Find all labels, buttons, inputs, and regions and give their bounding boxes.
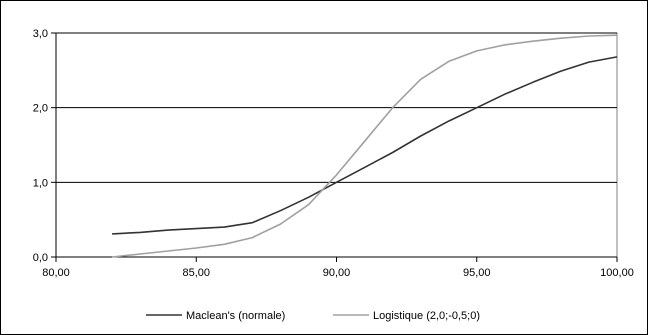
y-tick-label: 2,0 bbox=[33, 103, 48, 115]
legend-label: Maclean's (normale) bbox=[186, 310, 285, 322]
plot-background bbox=[55, 32, 618, 258]
series-lines bbox=[112, 34, 618, 258]
x-tick-label: 95,00 bbox=[463, 267, 491, 279]
legend-label: Logistique (2,0;-0,5;0) bbox=[373, 310, 480, 322]
y-tick-label: 3,0 bbox=[33, 28, 48, 40]
x-tick-label: 85,00 bbox=[182, 267, 210, 279]
x-tick-label: 80,00 bbox=[42, 267, 70, 279]
y-tick-label: 0,0 bbox=[33, 252, 48, 264]
series-line bbox=[112, 56, 618, 235]
series-line bbox=[112, 34, 618, 258]
y-axis-ticks: 0,0 1,0 2,0 3,0 bbox=[33, 28, 57, 264]
x-tick-label: 90,00 bbox=[323, 267, 351, 279]
x-axis-ticks: 80,00 85,00 90,00 95,00 100,00 bbox=[42, 256, 634, 279]
y-tick-label: 1,0 bbox=[33, 177, 48, 189]
legend: Maclean's (normale) Logistique (2,0;-0,5;… bbox=[146, 310, 480, 322]
plot-area bbox=[55, 32, 618, 258]
x-tick-label: 100,00 bbox=[600, 267, 634, 279]
